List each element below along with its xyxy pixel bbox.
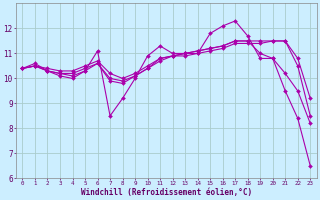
X-axis label: Windchill (Refroidissement éolien,°C): Windchill (Refroidissement éolien,°C) bbox=[81, 188, 252, 197]
